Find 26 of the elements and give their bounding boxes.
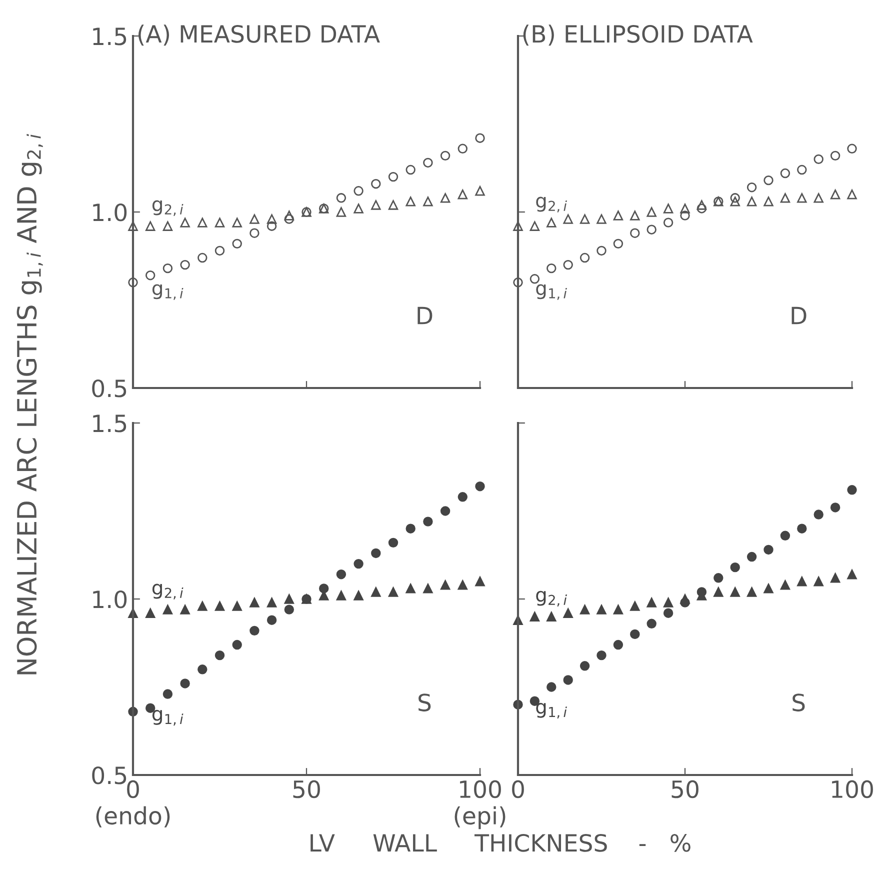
x-tick-label: 100 (epi): [454, 780, 506, 830]
series-label: g$_{2,i}$: [536, 196, 567, 212]
series-label: g$_{1,i}$: [152, 710, 184, 726]
annotation: S: [418, 694, 431, 712]
chart-title: (A) MEASURED DATA: [138, 24, 380, 46]
y-tick-label: 0.5: [92, 379, 126, 398]
y-tick-label: 1.0: [93, 590, 127, 608]
y-axis-title: NORMALIZED ARC LENGTHS g$_{1,i}$ AND g$_{2,i}$: [16, 134, 43, 674]
series-label: g$_{2,i}$: [152, 584, 184, 600]
y-tick-label: 1.0: [93, 203, 127, 222]
y-tick-label: 1.5: [93, 28, 126, 46]
x-axis-title: LV WALL THICKNESS - %: [310, 834, 690, 852]
y-tick-label: 1.5: [93, 414, 126, 432]
x-tick-label: 50: [293, 780, 320, 798]
x-tick-label: 50: [672, 780, 698, 798]
annotation: D: [792, 306, 806, 324]
chart-title: (B) ELLIPSOID DATA: [523, 24, 753, 46]
x-tick-label: 100: [832, 780, 873, 798]
annotation: D: [418, 306, 432, 324]
annotation: S: [792, 694, 805, 712]
series-label: g$_{2,i}$: [152, 200, 184, 216]
series-label: g$_{1,i}$: [536, 284, 567, 300]
series-label: g$_{1,i}$: [152, 284, 184, 300]
x-tick-label: 0: [512, 780, 524, 798]
series-label: g$_{2,i}$: [536, 590, 567, 606]
series-label: g$_{1,i}$: [536, 702, 567, 719]
